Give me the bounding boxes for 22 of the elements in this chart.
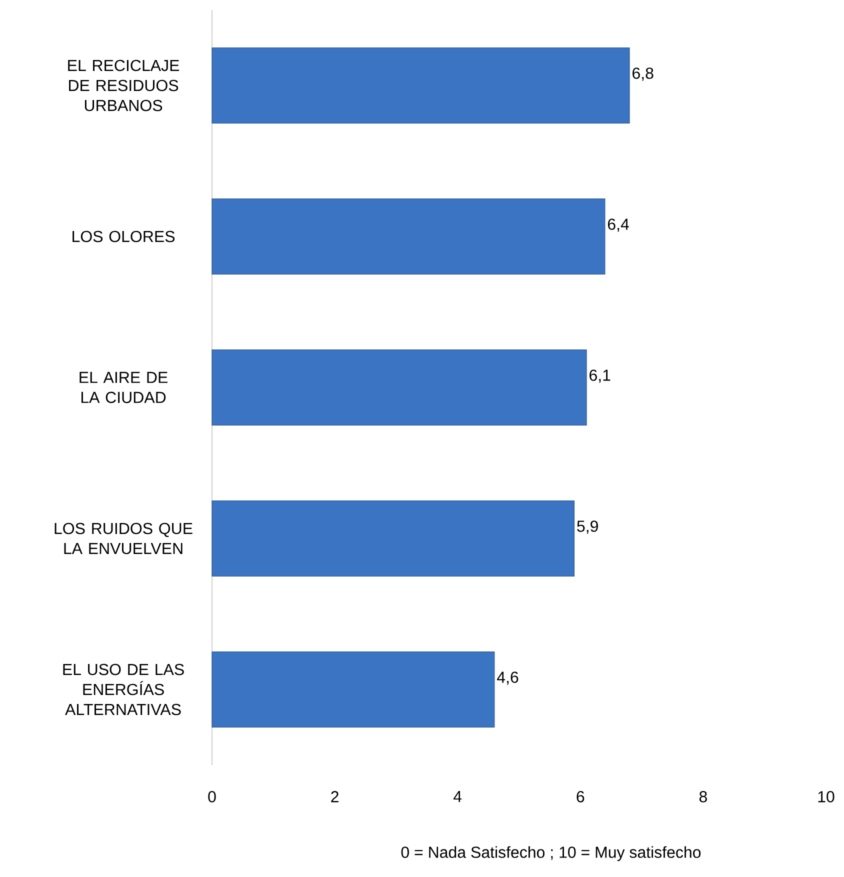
bar (212, 500, 575, 577)
data-label: 6,4 (608, 218, 629, 232)
data-label: 4,6 (497, 672, 518, 685)
x-tick-label: 2 (331, 791, 338, 802)
bar (212, 349, 587, 426)
x-tick-label: 6 (576, 791, 584, 802)
x-tick-label: 8 (699, 791, 707, 802)
y-tick-label: LOS OLORES (72, 230, 175, 242)
data-label: 6,1 (590, 370, 610, 383)
y-tick-label: EL USO DE LAS ENERGÍAS ALTERNATIVAS (63, 664, 184, 716)
bar (212, 651, 495, 728)
y-tick-label: LOS RUIDOS QUE LA ENVUELVEN (54, 522, 192, 554)
bar (212, 198, 606, 275)
y-tick-label: EL RECICLAJE DE RESIDUOS URBANOS (68, 60, 180, 112)
x-axis-title: 0 = Nada Satisfecho ; 10 = Muy satisfecho (401, 846, 701, 862)
x-tick-label: 10 (818, 791, 834, 802)
y-tick-label: EL AIRE DE LA CIUDAD (80, 372, 168, 404)
bar (212, 47, 630, 124)
data-label: 5,9 (577, 520, 598, 534)
data-label: 6,8 (632, 68, 654, 81)
x-tick-label: 0 (208, 791, 216, 802)
x-tick-label: 4 (454, 791, 462, 802)
